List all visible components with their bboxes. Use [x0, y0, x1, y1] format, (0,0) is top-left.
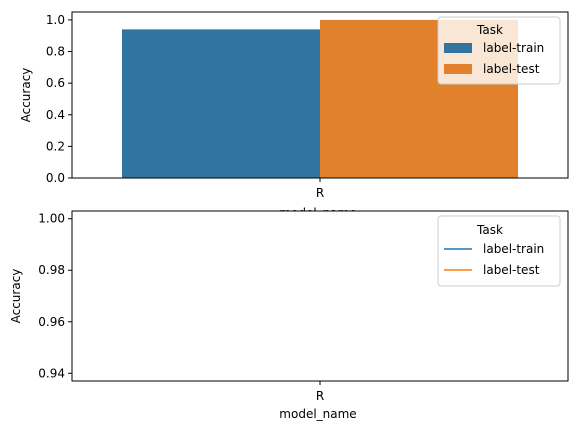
bar-label-train: [122, 29, 320, 179]
line-y-axis-label: Accuracy: [9, 269, 23, 324]
line-x-axis-label: model_name: [279, 407, 356, 421]
line-legend-box: [437, 215, 561, 287]
bar-legend-title: Task: [476, 23, 503, 37]
bar-y-ticks: 0.0 0.2 0.4 0.6 0.8 1.0: [46, 13, 72, 185]
bar-legend: Task label-train label-test: [437, 16, 561, 85]
bar-y-tick-label: 0.2: [46, 139, 65, 153]
line-chart: 0.94 0.96 0.98 1.00 R Accuracy model_name T…: [9, 210, 569, 421]
bar-marks: [122, 19, 518, 179]
line-y-tick-label: 0.94: [38, 366, 65, 380]
bar-chart: 0.00.20.40.60.81.0 R Accuracy model_name…: [19, 11, 569, 220]
bar-y-tick-label: 0.0: [46, 171, 65, 185]
bar-x-ticks: R: [316, 178, 324, 200]
bar-legend-label-train: label-train: [483, 41, 544, 55]
line-y-tick-label: 1.00: [38, 212, 65, 226]
line-legend-label-train: label-train: [483, 242, 544, 256]
bar-legend-label-test: label-test: [483, 62, 540, 76]
line-y-tick-label: 0.96: [38, 315, 65, 329]
bar-y-axis-label: Accuracy: [19, 68, 33, 123]
line-legend-label-test: label-test: [483, 263, 540, 277]
bar-legend-swatch-label-test: [444, 64, 472, 74]
line-y-tick-label: 0.98: [38, 263, 65, 277]
bar-y-tick-label: 0.4: [46, 108, 65, 122]
bar-y-tick-label: 0.8: [46, 45, 65, 59]
line-y-ticks: 0.94 0.96 0.98 1.00: [38, 212, 72, 380]
line-x-ticks: R: [316, 381, 324, 403]
bar-legend-swatch-label-train: [444, 43, 472, 53]
line-legend: Task label-train label-test: [437, 215, 561, 287]
bar-y-tick-label: 1.0: [46, 13, 65, 27]
line-x-tick-label: R: [316, 389, 324, 403]
line-legend-title: Task: [476, 223, 503, 237]
bar-x-tick-label: R: [316, 186, 324, 200]
bar-y-tick-label: 0.6: [46, 76, 65, 90]
